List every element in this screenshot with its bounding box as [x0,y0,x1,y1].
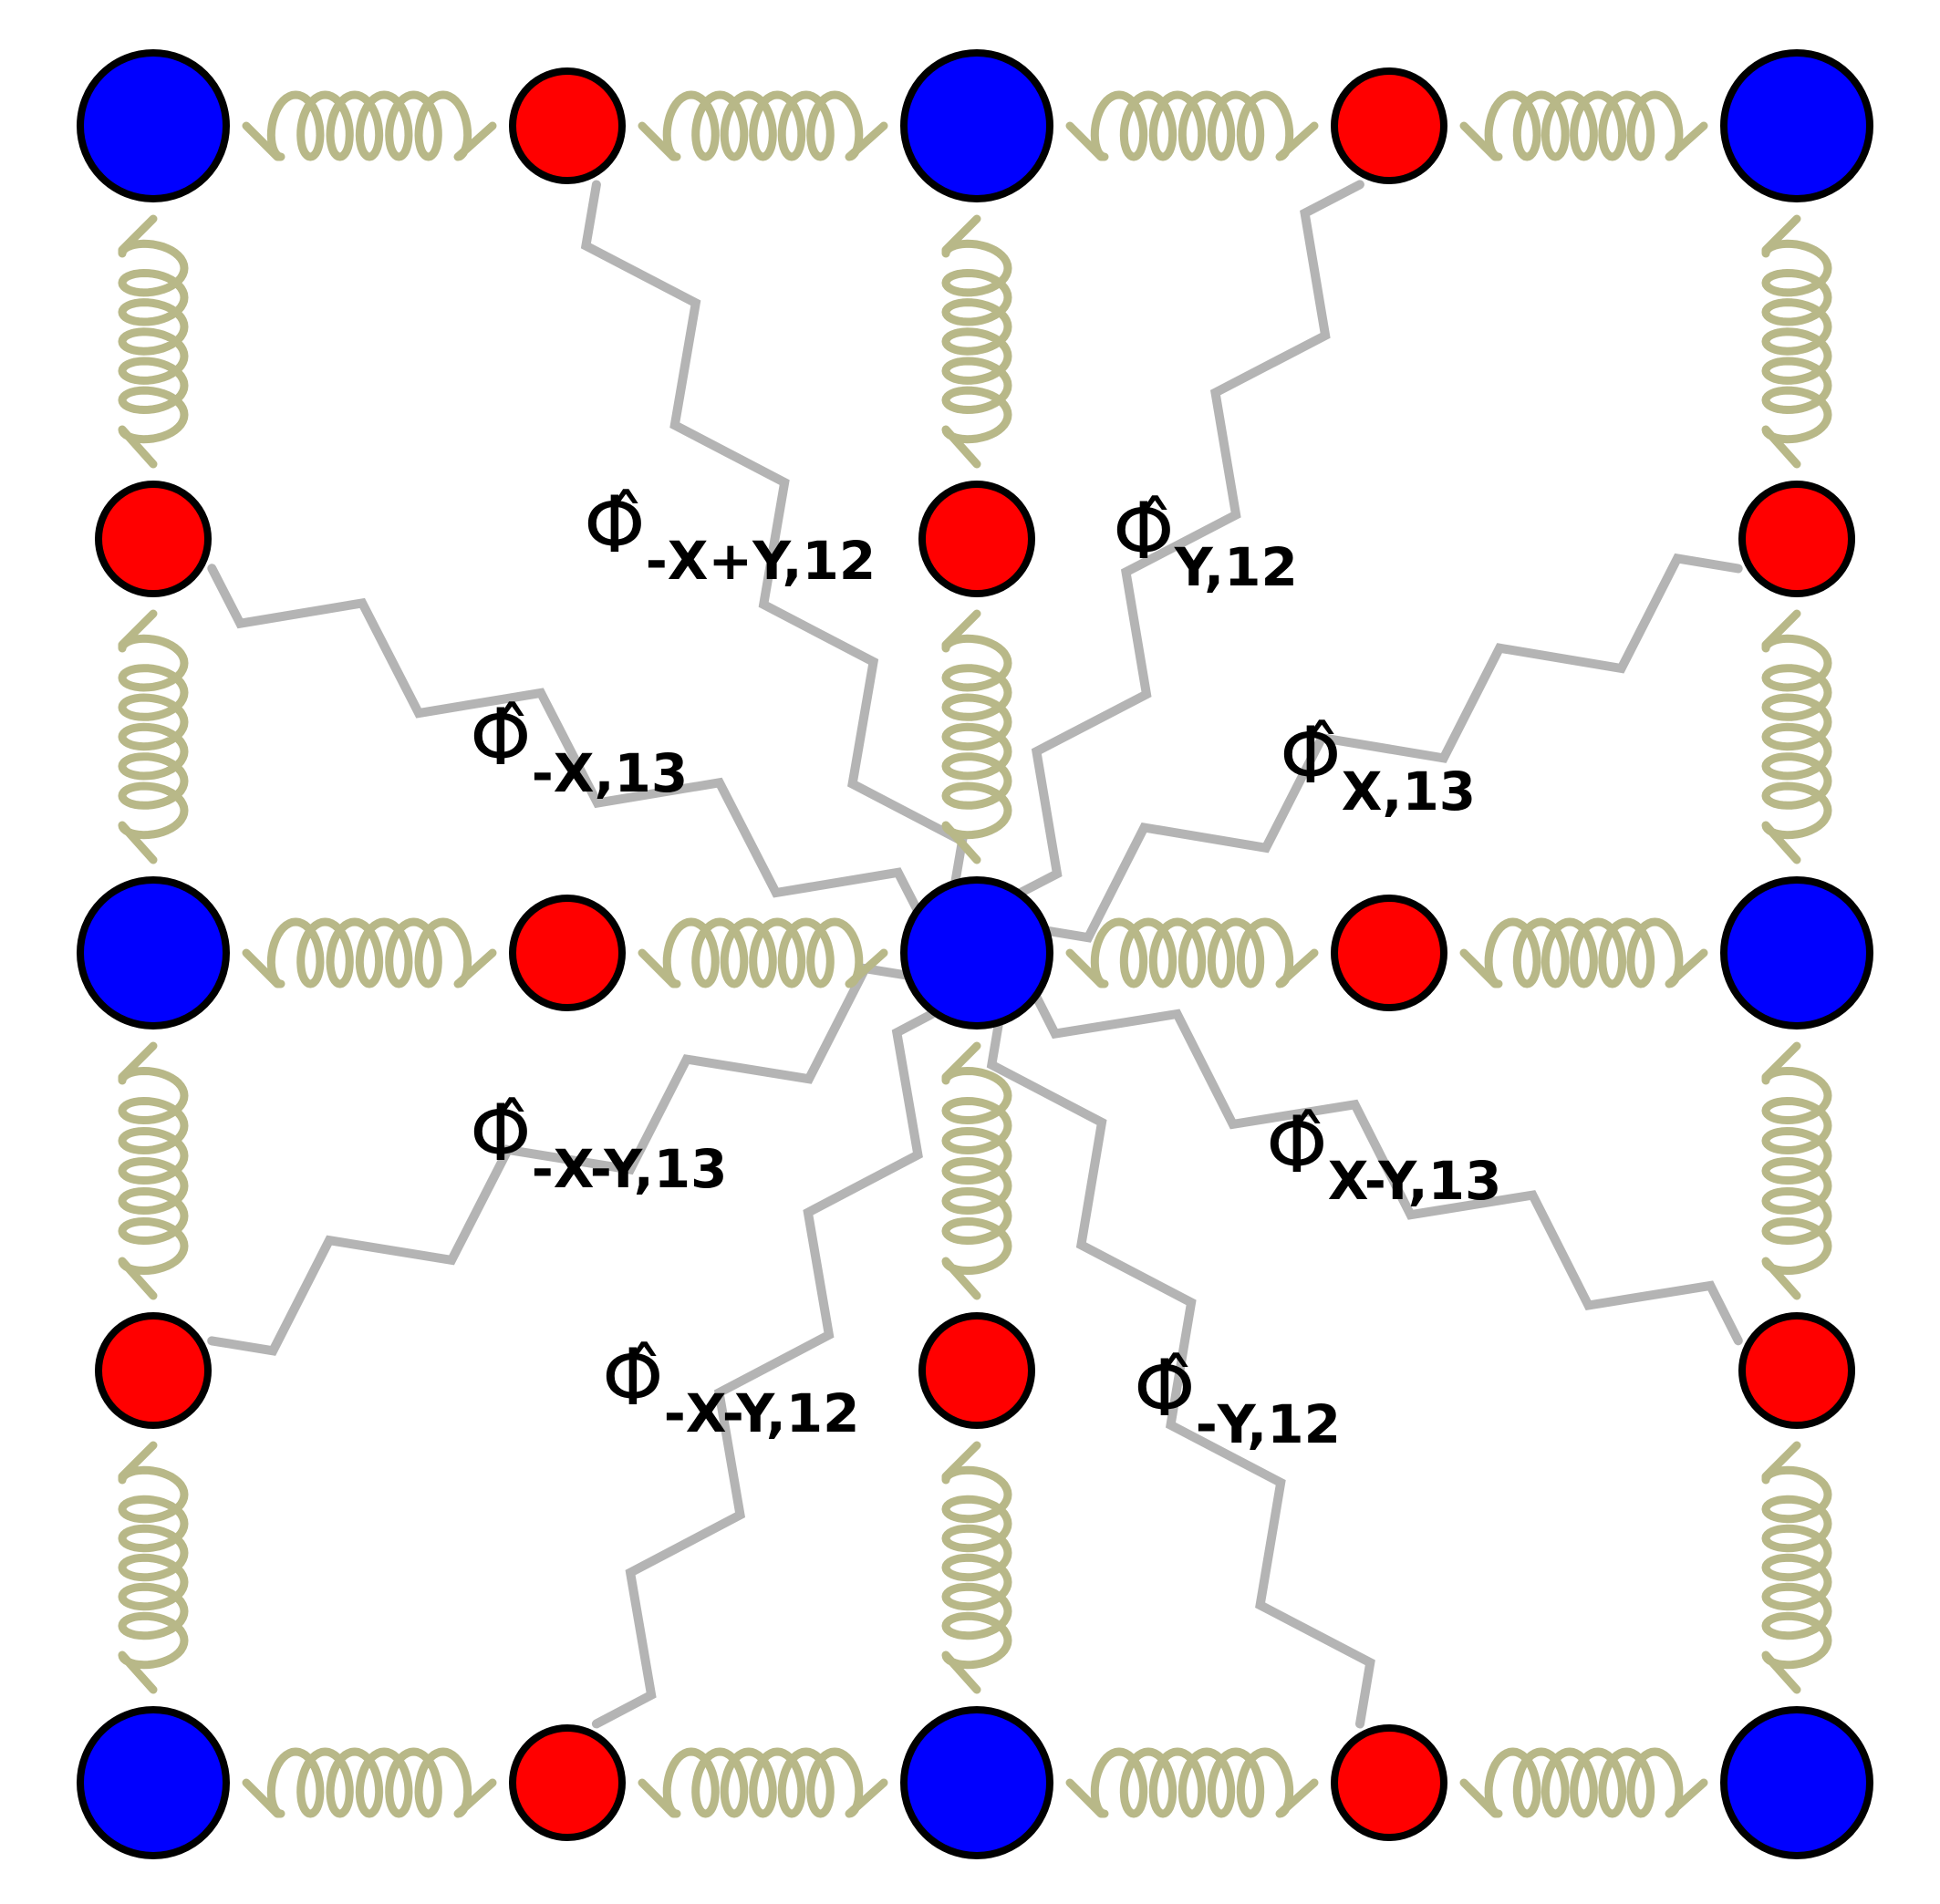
phi-label-x-13: Φ̂X,13 [1280,710,1476,823]
bond-spring-h-4-0 [242,1747,497,1818]
blue-atom-2-4 [900,1706,1053,1859]
zigzag-to-right-upper [1022,553,1743,943]
zigzag-to-right-lower [1022,974,1743,1346]
phi-label-neg-x-neg-y-13: Φ̂-X-Y,13 [470,1088,727,1200]
zigzag-to-bottom-left-lower [591,999,957,1729]
phi-label-neg-x-pos-y-12: Φ̂-X+Y,12 [584,480,876,592]
bond-spring-v-4-3 [1761,1441,1832,1694]
phi-label-neg-y-12: Φ̂-Y,12 [1134,1343,1341,1455]
labels: Φ̂-X+Y,12 Φ̂Y,12 Φ̂-X,13 Φ̂X,13 Φ̂-X-Y,1… [470,480,1501,1455]
bond-spring-v-2-0 [941,214,1012,469]
bond-spring-h-0-1 [638,90,888,161]
red-atom-2-1 [918,481,1035,597]
bond-spring-v-0-0 [118,214,189,469]
bond-spring-v-0-3 [118,1441,189,1694]
red-atom-2-3 [918,1312,1035,1429]
blue-atom-0-2 [77,876,230,1030]
blue-atom-0-0 [77,49,230,202]
blue-atom-4-2 [1720,876,1873,1030]
zigzag-to-left-lower [207,963,931,1356]
red-atom-3-0 [1331,67,1447,184]
interaction-springs [207,180,1743,1729]
blue-atom-4-0 [1720,49,1873,202]
bond-spring-v-2-3 [941,1441,1012,1694]
bond-spring-h-0-0 [242,90,497,161]
bond-spring-v-0-2 [118,1041,189,1300]
red-atom-1-4 [509,1724,626,1841]
blue-atom-4-4 [1720,1706,1873,1859]
zigzag-to-left-upper [207,564,931,933]
red-atom-1-2 [509,895,626,1011]
bond-spring-v-4-1 [1761,609,1832,864]
red-atom-1-0 [509,67,626,184]
bond-spring-h-4-1 [638,1747,888,1818]
phi-label-x-neg-y-13: Φ̂X-Y,13 [1266,1100,1501,1212]
bond-springs [118,90,1832,1818]
red-atom-3-4 [1331,1724,1447,1841]
blue-atom-0-4 [77,1706,230,1859]
bond-spring-h-4-3 [1459,1747,1708,1818]
red-atom-3-2 [1331,895,1447,1011]
bond-spring-v-4-2 [1761,1041,1832,1300]
blue-atom-2-0 [900,49,1053,202]
red-atom-4-3 [1738,1312,1855,1429]
red-atom-0-3 [95,1312,212,1429]
red-atom-0-1 [95,481,212,597]
phi-label-neg-x-13: Φ̂-X,13 [470,692,688,804]
red-atom-4-1 [1738,481,1855,597]
bond-spring-h-0-2 [1065,90,1319,161]
bond-spring-v-4-0 [1761,214,1832,469]
bond-spring-h-2-1 [638,917,888,988]
atoms [77,49,1873,1859]
zigzag-to-top-right-upper [997,180,1364,907]
phi-label-neg-x-neg-y-12: Φ̂-X-Y,12 [602,1332,859,1444]
bond-spring-v-2-2 [941,1041,1012,1300]
bond-spring-h-0-3 [1459,90,1708,161]
bond-spring-h-2-0 [242,917,497,988]
bond-spring-v-0-1 [118,609,189,864]
bond-spring-v-2-1 [941,609,1012,864]
zigzag-to-top-left-upper [580,180,968,907]
bond-spring-h-2-3 [1459,917,1708,988]
blue-atom-2-2 [900,876,1053,1030]
bond-spring-h-4-2 [1065,1747,1319,1818]
bond-spring-h-2-2 [1065,917,1319,988]
zigzag-to-bottom-right-lower [986,999,1375,1729]
phi-label-y-12: Φ̂Y,12 [1113,486,1298,598]
